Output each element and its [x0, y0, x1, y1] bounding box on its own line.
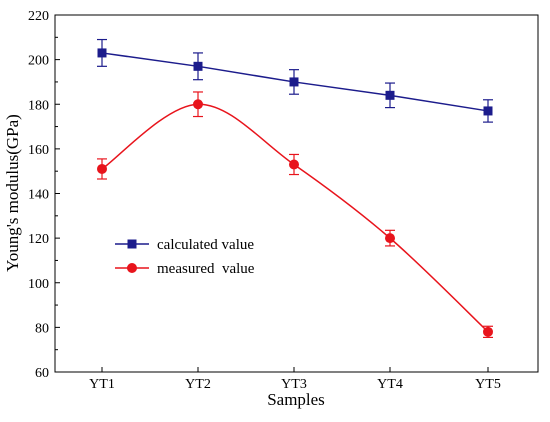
legend-item-calculated: calculated value — [115, 237, 254, 253]
y-tick-label: 140 — [28, 188, 49, 203]
y-tick-label: 160 — [28, 143, 49, 158]
x-tick-label: YT2 — [185, 377, 211, 392]
data-point-calculated — [289, 77, 299, 87]
y-tick-label: 80 — [35, 321, 49, 336]
x-tick-label: YT3 — [281, 377, 307, 392]
y-tick-label: 180 — [28, 98, 49, 113]
legend-swatch-marker — [127, 239, 137, 249]
data-point-measured — [97, 163, 107, 174]
y-tick-label: 100 — [28, 277, 49, 292]
data-point-measured — [289, 159, 299, 170]
series-calculated — [97, 38, 493, 123]
y-axis-label: Young's modulus(GPa) — [3, 114, 22, 272]
series-layer — [97, 38, 493, 339]
x-tick-label: YT1 — [89, 377, 115, 392]
x-tick-label: YT4 — [377, 377, 403, 392]
data-point-measured — [483, 326, 493, 337]
data-point-calculated — [193, 61, 203, 71]
x-axis-ticks: YT1 YT2 YT3 YT4 YT5 — [89, 367, 501, 392]
y-tick-label: 120 — [28, 232, 49, 247]
data-point-calculated — [483, 106, 493, 116]
y-axis-ticks: 60 80 100 120 140 160 180 200 220 — [28, 9, 60, 381]
legend-label: measured value — [157, 261, 255, 277]
y-tick-label: 200 — [28, 54, 49, 69]
plot-frame — [54, 14, 539, 373]
data-point-measured — [193, 99, 203, 110]
series-measured — [97, 91, 493, 339]
legend-item-measured: measured value — [115, 261, 255, 277]
legend-swatch-marker — [127, 263, 137, 273]
legend-label: calculated value — [157, 237, 254, 253]
data-point-calculated — [97, 48, 107, 58]
data-point-measured — [385, 233, 395, 244]
data-point-calculated — [385, 90, 395, 100]
x-axis-label: Samples — [267, 390, 325, 409]
series-line-measured — [101, 103, 489, 333]
legend: calculated value measured value — [115, 237, 255, 277]
y-tick-label: 220 — [28, 9, 49, 24]
y-tick-label: 60 — [35, 366, 49, 381]
x-tick-label: YT5 — [475, 377, 501, 392]
